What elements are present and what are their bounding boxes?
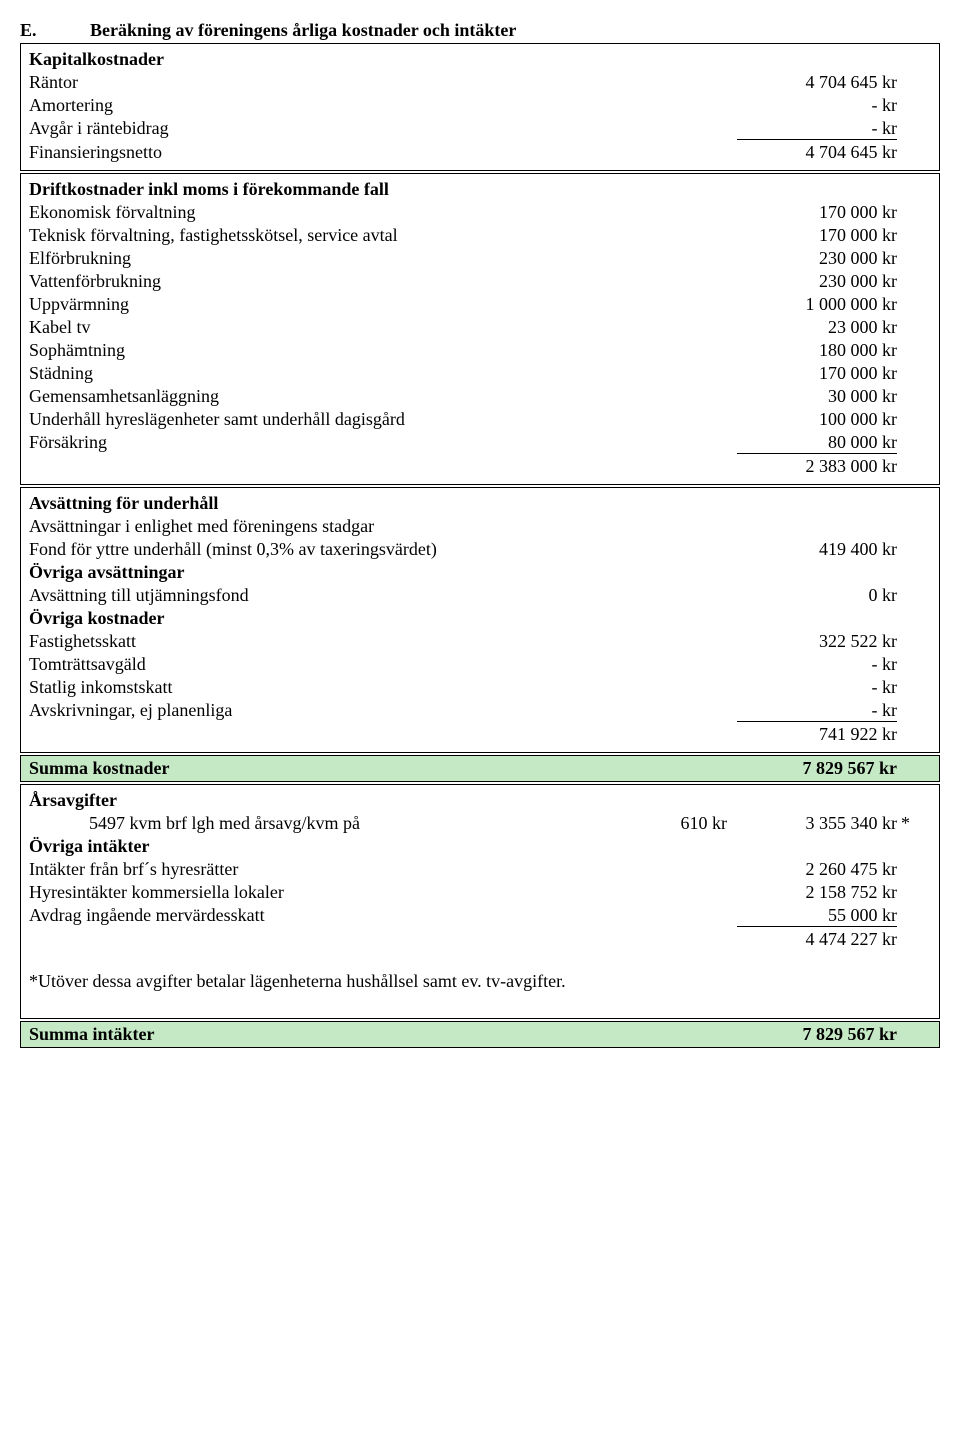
heading-ovriga-avs: Övriga avsättningar — [29, 562, 931, 583]
summa-kostnader-amount: 7 829 567 kr — [737, 758, 897, 779]
row-fond-amount: 419 400 kr — [737, 539, 897, 560]
row-arsavg-amount: 3 355 340 kr — [737, 813, 897, 834]
box-intakter: Årsavgifter 5497 kvm brf lgh med årsavg/… — [20, 784, 940, 1019]
heading-arsavgifter: Årsavgifter — [29, 790, 931, 811]
row-avgar-amount: - kr — [737, 118, 897, 140]
row-tomtratts-amount: - kr — [737, 654, 897, 675]
summa-kostnader-label: Summa kostnader — [29, 758, 737, 779]
heading-ovriga-int: Övriga intäkter — [29, 836, 931, 857]
row-finansnetto-label: Finansieringsnetto — [29, 142, 737, 163]
row-kommersiella-amount: 2 158 752 kr — [737, 882, 897, 903]
row-amortering-label: Amortering — [29, 95, 737, 116]
box2-sum: 2 383 000 kr — [737, 456, 897, 477]
summa-kostnader-row: Summa kostnader 7 829 567 kr — [20, 755, 940, 782]
row-rantor-label: Räntor — [29, 72, 737, 93]
row-avskriv-amount: - kr — [737, 700, 897, 722]
row-el-label: Elförbrukning — [29, 248, 737, 269]
row-amortering-amount: - kr — [737, 95, 897, 116]
row-avgar-label: Avgår i räntebidrag — [29, 118, 737, 139]
row-gemensam-label: Gemensamhetsanläggning — [29, 386, 737, 407]
row-underhall-label: Underhåll hyreslägenheter samt underhåll… — [29, 409, 737, 430]
row-fastskatt-amount: 322 522 kr — [737, 631, 897, 652]
row-arsavg-mid: 610 kr — [617, 813, 737, 834]
box4-sum: 4 474 227 kr — [737, 929, 897, 950]
row-kommersiella-label: Hyresintäkter kommersiella lokaler — [29, 882, 737, 903]
row-uppvarmning-label: Uppvärmning — [29, 294, 737, 315]
row-uppvarmning-amount: 1 000 000 kr — [737, 294, 897, 315]
row-sop-amount: 180 000 kr — [737, 340, 897, 361]
summa-intakter-row: Summa intäkter 7 829 567 kr — [20, 1021, 940, 1048]
row-vatten-amount: 230 000 kr — [737, 271, 897, 292]
heading-kapitalkostnader: Kapitalkostnader — [29, 49, 931, 70]
section-letter: E. — [20, 20, 90, 41]
row-utjamning-amount: 0 kr — [737, 585, 897, 606]
row-tomtratts-label: Tomträttsavgäld — [29, 654, 737, 675]
heading-ovriga-kost: Övriga kostnader — [29, 608, 931, 629]
row-rantor-amount: 4 704 645 kr — [737, 72, 897, 93]
row-forsakring-amount: 80 000 kr — [737, 432, 897, 454]
row-statlig-label: Statlig inkomstskatt — [29, 677, 737, 698]
heading-avsattning: Avsättning för underhåll — [29, 493, 931, 514]
row-arsavg-tail: * — [897, 813, 931, 834]
box3-sum: 741 922 kr — [737, 724, 897, 745]
row-statlig-amount: - kr — [737, 677, 897, 698]
row-el-amount: 230 000 kr — [737, 248, 897, 269]
section-title-text: Beräkning av föreningens årliga kostnade… — [90, 20, 516, 41]
row-stadning-label: Städning — [29, 363, 737, 384]
section-header: E. Beräkning av föreningens årliga kostn… — [20, 20, 940, 41]
row-vatten-label: Vattenförbrukning — [29, 271, 737, 292]
row-utjamning-label: Avsättning till utjämningsfond — [29, 585, 737, 606]
row-fastskatt-label: Fastighetsskatt — [29, 631, 737, 652]
box-driftkostnader: Driftkostnader inkl moms i förekommande … — [20, 173, 940, 485]
row-teknisk-label: Teknisk förvaltning, fastighetsskötsel, … — [29, 225, 737, 246]
row-finansnetto-amount: 4 704 645 kr — [737, 142, 897, 163]
row-gemensam-amount: 30 000 kr — [737, 386, 897, 407]
row-teknisk-amount: 170 000 kr — [737, 225, 897, 246]
row-forsakring-label: Försäkring — [29, 432, 737, 453]
row-hyresratter-label: Intäkter från brf´s hyresrätter — [29, 859, 737, 880]
row-hyresratter-amount: 2 260 475 kr — [737, 859, 897, 880]
row-sop-label: Sophämtning — [29, 340, 737, 361]
summa-intakter-amount: 7 829 567 kr — [737, 1024, 897, 1045]
row-avskriv-label: Avskrivningar, ej planenliga — [29, 700, 737, 721]
row-stadning-amount: 170 000 kr — [737, 363, 897, 384]
sub-avsattning: Avsättningar i enlighet med föreningens … — [29, 516, 931, 537]
row-avdrag-label: Avdrag ingående mervärdesskatt — [29, 905, 737, 926]
row-underhall-amount: 100 000 kr — [737, 409, 897, 430]
row-avdrag-amount: 55 000 kr — [737, 905, 897, 927]
box-kapitalkostnader: Kapitalkostnader Räntor 4 704 645 kr Amo… — [20, 43, 940, 171]
summa-intakter-label: Summa intäkter — [29, 1024, 737, 1045]
row-fond-label: Fond för yttre underhåll (minst 0,3% av … — [29, 539, 737, 560]
row-ekonomisk-amount: 170 000 kr — [737, 202, 897, 223]
box-avsattning: Avsättning för underhåll Avsättningar i … — [20, 487, 940, 753]
heading-driftkostnader: Driftkostnader inkl moms i förekommande … — [29, 179, 931, 200]
row-arsavg-label: 5497 kvm brf lgh med årsavg/kvm på — [29, 813, 617, 834]
row-ekonomisk-label: Ekonomisk förvaltning — [29, 202, 737, 223]
row-kabel-label: Kabel tv — [29, 317, 737, 338]
row-kabel-amount: 23 000 kr — [737, 317, 897, 338]
footnote: *Utöver dessa avgifter betalar lägenhete… — [29, 971, 931, 992]
